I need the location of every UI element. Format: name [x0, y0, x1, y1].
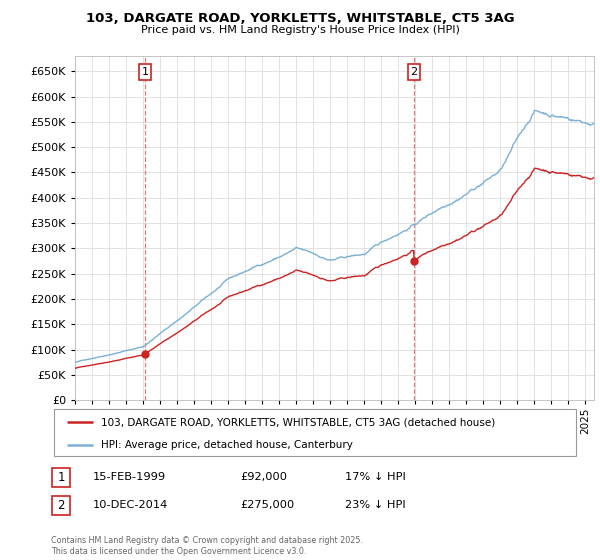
Text: Contains HM Land Registry data © Crown copyright and database right 2025.
This d: Contains HM Land Registry data © Crown c… [51, 536, 363, 556]
Text: £275,000: £275,000 [240, 500, 294, 510]
Text: 1: 1 [142, 67, 149, 77]
Text: 10-DEC-2014: 10-DEC-2014 [93, 500, 168, 510]
FancyBboxPatch shape [54, 409, 576, 456]
Text: 17% ↓ HPI: 17% ↓ HPI [345, 472, 406, 482]
Text: Price paid vs. HM Land Registry's House Price Index (HPI): Price paid vs. HM Land Registry's House … [140, 25, 460, 35]
Text: 2: 2 [410, 67, 418, 77]
Text: 103, DARGATE ROAD, YORKLETTS, WHITSTABLE, CT5 3AG (detached house): 103, DARGATE ROAD, YORKLETTS, WHITSTABLE… [101, 417, 495, 427]
Text: 2: 2 [58, 498, 65, 512]
Text: £92,000: £92,000 [240, 472, 287, 482]
Text: 103, DARGATE ROAD, YORKLETTS, WHITSTABLE, CT5 3AG: 103, DARGATE ROAD, YORKLETTS, WHITSTABLE… [86, 12, 514, 25]
FancyBboxPatch shape [52, 496, 70, 515]
Text: 23% ↓ HPI: 23% ↓ HPI [345, 500, 406, 510]
Text: 1: 1 [58, 470, 65, 484]
Text: 15-FEB-1999: 15-FEB-1999 [93, 472, 166, 482]
FancyBboxPatch shape [52, 468, 70, 487]
Text: HPI: Average price, detached house, Canterbury: HPI: Average price, detached house, Cant… [101, 440, 353, 450]
